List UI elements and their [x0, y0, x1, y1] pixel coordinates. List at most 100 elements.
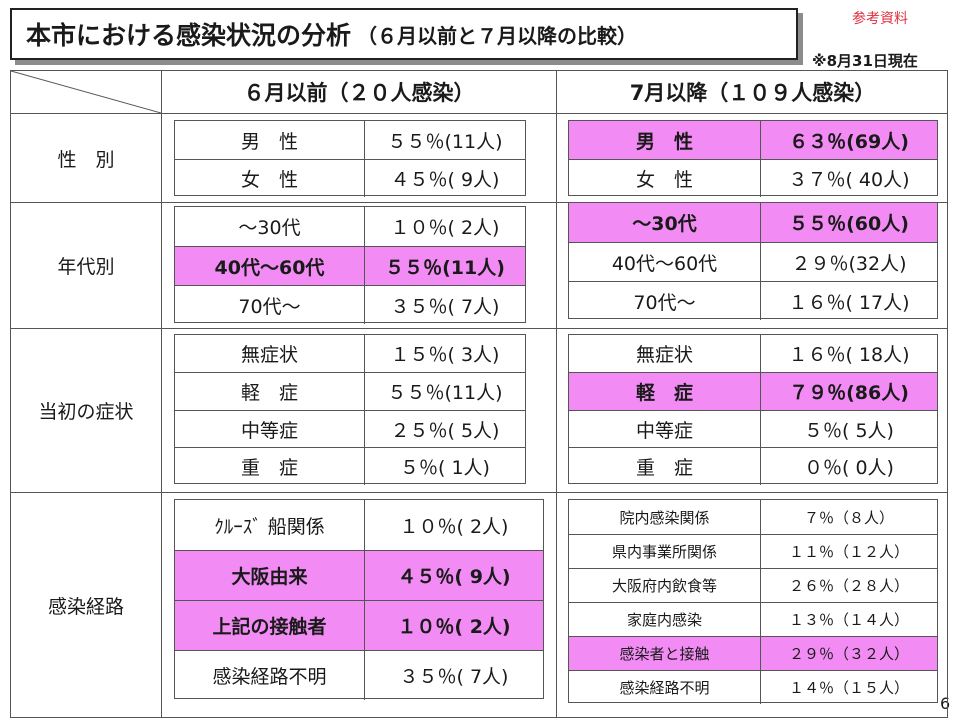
category-cell: ｸﾙｰｽﾞ 船関係 [175, 500, 365, 550]
category-cell: ～30代 [569, 203, 761, 242]
row-label-symptoms: 当初の症状 [38, 401, 134, 423]
category-cell: 男 性 [569, 121, 761, 159]
table-row: 女 性 ３７％( 40人) [569, 159, 937, 197]
grid-row-divider [11, 328, 947, 329]
symptoms-before-table: 無症状 １５％( 3人) 軽 症 ５５％(11人) 中等症 ２５％( 5人) 重… [174, 334, 526, 485]
category-cell: 70代～ [569, 282, 761, 320]
value-cell: ３５％( 7人) [390, 295, 500, 318]
category-cell: 重 症 [175, 448, 365, 485]
column-header-before: ６月以前（２０人感染） [243, 81, 475, 105]
value-cell: ５％( 5人) [804, 419, 894, 442]
grid-row-divider [11, 113, 947, 114]
category-cell: 感染経路不明 [569, 671, 761, 704]
page-title: 本市における感染状況の分析 [26, 21, 352, 50]
table-row: 院内感染関係 ７％（８人） [569, 500, 937, 534]
value-cell: ２９％(32人) [791, 252, 907, 275]
table-row: 40代～60代 ２９％(32人) [569, 242, 937, 281]
category-cell: 女 性 [175, 160, 365, 197]
value-cell: １６％( 18人) [788, 344, 910, 366]
table-row: 重 症 ５％( 1人) [175, 447, 525, 485]
category-cell: 40代～60代 [569, 243, 761, 281]
reference-label: 参考資料 [852, 11, 908, 27]
category-cell: 県内事業所関係 [569, 535, 761, 568]
table-row: 重 症 ０％( 0人) [569, 447, 937, 485]
table-row: ～30代 ５５％(60人) [569, 203, 937, 242]
symptoms-after-table: 無症状 １６％( 18人) 軽 症 ７９％(86人) 中等症 ５％( 5人) 重… [568, 334, 938, 485]
route-before-table: ｸﾙｰｽﾞ 船関係 １０％( 2人) 大阪由来 ４５％( 9人) 上記の接触者 … [174, 499, 544, 700]
table-row: 軽 症 ５５％(11人) [175, 372, 525, 410]
value-cell: ４５％( 9人) [390, 169, 500, 191]
value-cell: ２９％（３２人） [788, 645, 909, 663]
age-after-table: ～30代 ５５％(60人) 40代～60代 ２９％(32人) 70代～ １６％(… [568, 202, 938, 320]
category-cell: 院内感染関係 [569, 500, 761, 534]
value-cell: ５５％(11人) [385, 256, 505, 279]
page-number: 6 [940, 694, 951, 713]
gender-after-table: 男 性 ６３％(69人) 女 性 ３７％( 40人) [568, 120, 938, 197]
category-cell: 軽 症 [175, 373, 365, 410]
gender-before-table: 男 性 ５５％(11人) 女 性 ４５％( 9人) [174, 120, 526, 197]
table-row: 家庭内感染 １３％（１４人） [569, 602, 937, 636]
category-cell: 女 性 [569, 160, 761, 197]
category-cell: 大阪府内飲食等 [569, 569, 761, 602]
value-cell: ５％( 1人) [400, 457, 490, 479]
table-row: 感染経路不明 １４％（１５人） [569, 670, 937, 704]
table-row: 大阪由来 ４５％( 9人) [175, 550, 543, 600]
value-cell: ５５％(11人) [387, 382, 503, 404]
value-cell: ２５％( 5人) [390, 419, 500, 442]
value-cell: ３５％( 7人) [399, 666, 509, 688]
table-row: 70代～ １６％( 17人) [569, 281, 937, 320]
category-cell: 感染経路不明 [175, 651, 365, 700]
category-cell: ～30代 [175, 207, 365, 246]
value-cell: １０％( 2人) [397, 616, 511, 638]
category-cell: 中等症 [569, 411, 761, 447]
category-cell: 70代～ [175, 286, 365, 324]
value-cell: １３％（１４人） [788, 611, 909, 629]
value-cell: ２６％（２８人） [788, 577, 909, 595]
table-row: ～30代 １０％( 2人) [175, 207, 525, 246]
category-cell: 軽 症 [569, 373, 761, 410]
value-cell: ７％（８人） [803, 508, 894, 527]
table-row: 感染者と接触 ２９％（３２人） [569, 636, 937, 670]
table-row: 無症状 １５％( 3人) [175, 335, 525, 372]
table-row: 中等症 ５％( 5人) [569, 410, 937, 447]
table-row: 上記の接触者 １０％( 2人) [175, 600, 543, 650]
value-cell: １０％( 2人) [390, 217, 500, 239]
category-cell: 家庭内感染 [569, 603, 761, 636]
table-row: 感染経路不明 ３５％( 7人) [175, 650, 543, 700]
column-header-after: 7月以降（１０９人感染） [629, 81, 876, 105]
category-cell: 無症状 [569, 335, 761, 372]
value-cell: ５５％(11人) [387, 130, 503, 153]
value-cell: １１％（１２人） [788, 543, 909, 561]
category-cell: 上記の接触者 [175, 601, 365, 650]
row-label-age: 年代別 [57, 256, 115, 278]
value-cell: ３７％( 40人) [788, 169, 910, 191]
value-cell: ７９％(86人) [789, 382, 909, 404]
value-cell: １５％( 3人) [390, 344, 500, 366]
table-row: 男 性 ５５％(11人) [175, 121, 525, 159]
value-cell: ０％( 0人) [804, 457, 894, 479]
title-box: 本市における感染状況の分析 （６月以前と７月以降の比較） [10, 8, 798, 60]
table-row: 大阪府内飲食等 ２６％（２８人） [569, 568, 937, 602]
table-row: 男 性 ６３％(69人) [569, 121, 937, 159]
value-cell: １４％（１５人） [788, 679, 909, 697]
category-cell: 中等症 [175, 411, 365, 447]
grid-divider-periods [556, 71, 557, 717]
comparison-grid: ６月以前（２０人感染） 7月以降（１０９人感染） 性 別 年代別 当初の症状 感… [10, 70, 948, 718]
grid-divider-label [161, 71, 162, 717]
table-row: 軽 症 ７９％(86人) [569, 372, 937, 410]
category-cell: 男 性 [175, 121, 365, 159]
grid-row-divider [11, 492, 947, 493]
table-row: 無症状 １６％( 18人) [569, 335, 937, 372]
category-cell: 重 症 [569, 448, 761, 485]
value-cell: ４５％( 9人) [397, 566, 511, 588]
table-row: 中等症 ２５％( 5人) [175, 410, 525, 447]
table-row: 70代～ ３５％( 7人) [175, 285, 525, 324]
route-after-table: 院内感染関係 ７％（８人） 県内事業所関係 １１％（１２人） 大阪府内飲食等 ２… [568, 499, 938, 704]
grid-row-divider [11, 202, 947, 203]
table-row: ｸﾙｰｽﾞ 船関係 １０％( 2人) [175, 500, 543, 550]
value-cell: ６３％(69人) [789, 130, 909, 153]
table-row: 県内事業所関係 １１％（１２人） [569, 534, 937, 568]
row-label-route: 感染経路 [47, 596, 124, 618]
row-label-gender: 性 別 [57, 148, 115, 171]
category-cell: 感染者と接触 [569, 637, 761, 670]
